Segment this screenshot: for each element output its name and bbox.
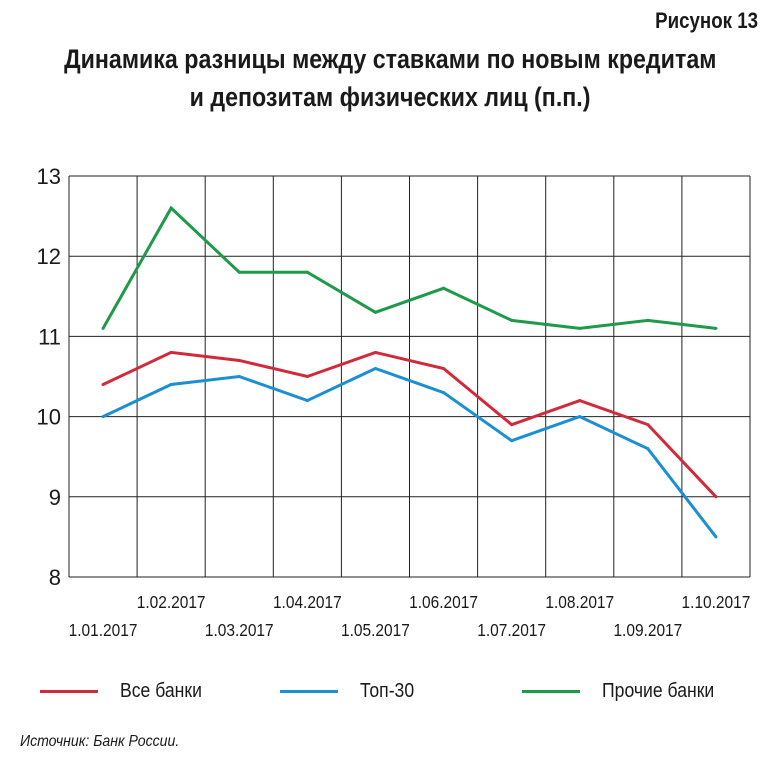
data-point-0-5	[442, 366, 446, 370]
data-point-2-9	[714, 326, 718, 330]
data-point-2-4	[373, 310, 377, 314]
data-point-1-6	[510, 439, 514, 443]
y-tick-label: 13	[37, 164, 61, 189]
legend-item-all-banks: Все банки	[40, 676, 213, 706]
data-point-1-1	[169, 383, 173, 387]
data-point-1-3	[305, 399, 309, 403]
legend-item-top-30: Топ-30	[280, 676, 422, 706]
x-tick-label: 1.03.2017	[205, 620, 274, 640]
series-line-2	[101, 205, 717, 330]
data-point-1-0	[101, 415, 105, 419]
data-point-2-6	[510, 318, 514, 322]
legend-label-all-banks: Все банки	[120, 679, 202, 702]
data-point-2-3	[305, 270, 309, 274]
legend-swatch-all-banks	[40, 689, 98, 693]
data-point-1-4	[373, 366, 377, 370]
data-point-1-9	[714, 535, 718, 539]
x-tick-label: 1.04.2017	[273, 592, 342, 612]
series-line-1	[102, 366, 718, 538]
line-chart: 8 9 10 11 12 13 1.01.2017 1.02.2017 1.03.2017 1.0…	[37, 164, 751, 640]
x-tick-label: 1.05.2017	[341, 620, 410, 640]
data-point-0-6	[510, 423, 514, 427]
legend-item-other-banks: Прочие банки	[522, 676, 730, 706]
x-tick-label: 1.06.2017	[409, 592, 478, 612]
y-tick-label: 12	[37, 244, 61, 269]
x-tick-label: 1.01.2017	[69, 620, 138, 640]
data-point-2-1	[169, 206, 173, 210]
y-tick-label: 8	[49, 565, 61, 590]
data-point-2-5	[442, 286, 446, 290]
data-point-1-7	[578, 415, 582, 419]
source-note: Источник: Банк России.	[20, 733, 180, 750]
chart-title-line-1: Динамика разницы между ставками по новым…	[63, 44, 717, 74]
data-point-2-0	[101, 326, 105, 330]
data-point-0-4	[373, 350, 377, 354]
data-point-0-3	[305, 375, 309, 378]
y-tick-label: 10	[37, 405, 61, 430]
x-tick-label: 1.09.2017	[613, 620, 682, 640]
data-point-0-7	[578, 399, 582, 403]
data-point-2-8	[646, 318, 650, 322]
data-point-0-1	[169, 350, 173, 354]
legend-swatch-other-banks	[522, 689, 580, 693]
data-point-0-9	[714, 495, 718, 499]
data-point-0-0	[101, 383, 105, 387]
data-point-1-2	[237, 375, 241, 378]
x-tick-label: 1.08.2017	[545, 592, 614, 612]
chart-title-line-2: и депозитам физических лиц (п.п.)	[189, 82, 591, 112]
x-tick-label: 1.02.2017	[137, 592, 206, 612]
legend-label-other-banks: Прочие банки	[602, 679, 715, 702]
x-tick-label: 1.10.2017	[682, 592, 751, 612]
y-tick-label: 11	[38, 324, 61, 349]
x-tick-label: 1.07.2017	[477, 620, 546, 640]
legend-swatch-top-30	[280, 689, 338, 693]
data-point-1-8	[646, 447, 650, 451]
series-line-0	[102, 350, 718, 498]
data-point-2-2	[237, 270, 241, 274]
figure-label: Рисунок 13	[655, 8, 758, 33]
data-point-0-2	[237, 358, 241, 362]
data-point-2-7	[578, 326, 582, 330]
data-point-1-5	[442, 391, 446, 395]
data-point-0-8	[646, 423, 650, 427]
y-tick-label: 9	[49, 485, 61, 510]
chart-legend: Все банки Топ-30 Прочие банки	[0, 676, 780, 706]
legend-label-top-30: Топ-30	[360, 679, 415, 702]
